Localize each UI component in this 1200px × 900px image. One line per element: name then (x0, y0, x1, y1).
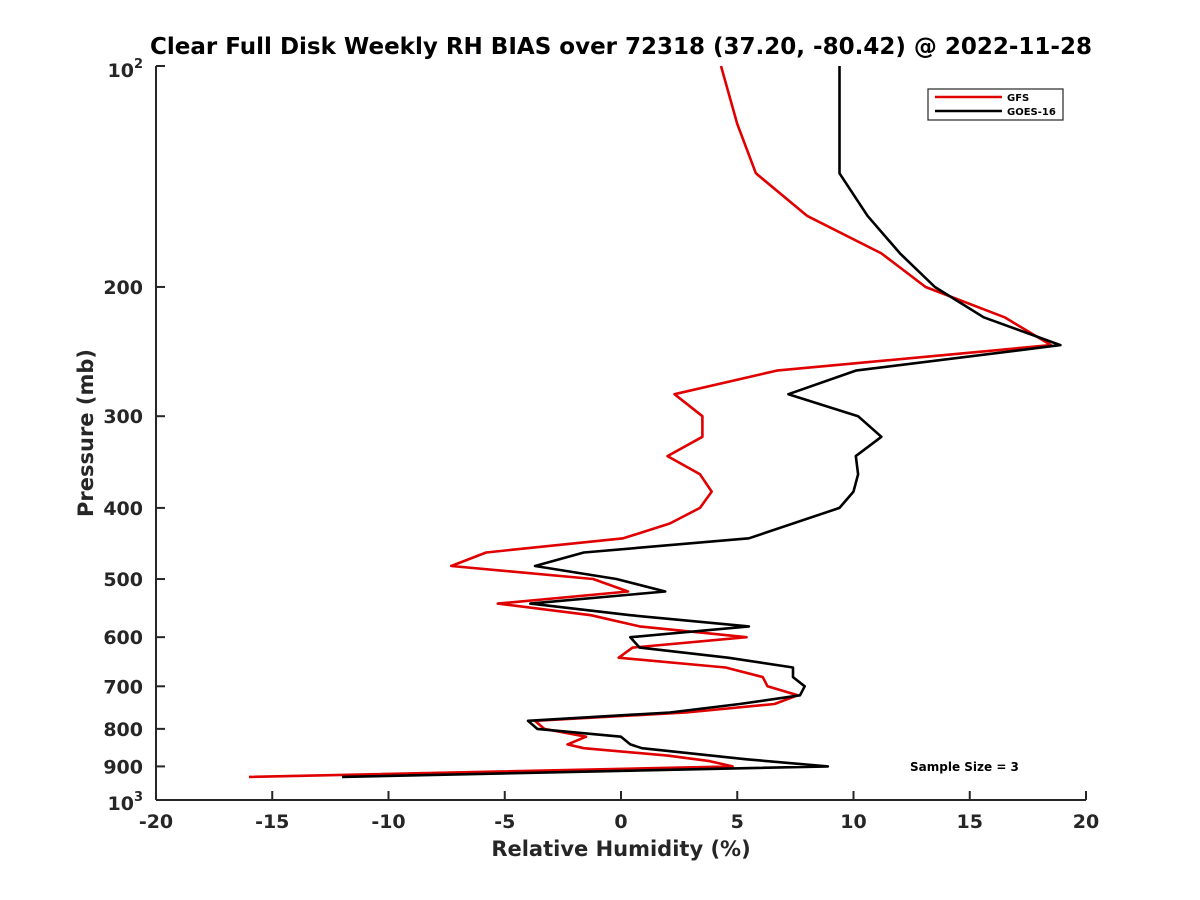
x-axis-label: Relative Humidity (%) (491, 837, 750, 861)
y-tick-label: 600 (103, 627, 143, 649)
series-line-goes16 (341, 66, 1062, 779)
x-tick-label: 20 (1073, 811, 1099, 833)
y-tick-label: 400 (103, 498, 143, 520)
x-tick-label: 10 (840, 811, 866, 833)
y-tick-label-bottom: 103 (108, 790, 144, 815)
x-tick-label: 0 (614, 811, 627, 833)
plot-area: -20 -15 -10 -5 0 5 10 15 20 200 300 400 500 600 700 80… (103, 57, 1099, 833)
x-tick-label: 15 (957, 811, 983, 833)
y-axis-label: Pressure (mb) (74, 349, 98, 517)
chart-title: Clear Full Disk Weekly RH BIAS over 7231… (150, 34, 1092, 60)
legend-box (927, 88, 1064, 121)
x-tick-label: -10 (371, 811, 405, 833)
y-tick-label: 700 (103, 676, 143, 698)
y-tick-label: 200 (103, 277, 143, 299)
x-tick-label: -5 (494, 811, 515, 833)
sample-size-annotation: Sample Size = 3 (910, 760, 1019, 774)
y-ticks: 200 300 400 500 600 700 800 900 (103, 65, 165, 801)
y-tick-label-top: 102 (108, 57, 144, 82)
x-ticks: -20 -15 -10 -5 0 5 10 15 20 (139, 791, 1099, 833)
x-tick-label: 5 (731, 811, 744, 833)
x-tick-label: -20 (139, 811, 173, 833)
legend-label-gfs: GFS (1007, 93, 1029, 104)
legend: GFS GOES-16 (927, 88, 1064, 121)
legend-label-goes16: GOES-16 (1007, 107, 1056, 118)
y-tick-label: 300 (103, 406, 143, 428)
y-tick-label: 800 (103, 719, 143, 741)
series-layer (248, 65, 1062, 779)
x-tick-label: -15 (255, 811, 289, 833)
y-tick-label: 500 (103, 569, 143, 591)
y-tick-label: 900 (103, 756, 143, 778)
series-line-gfs (248, 65, 1053, 779)
